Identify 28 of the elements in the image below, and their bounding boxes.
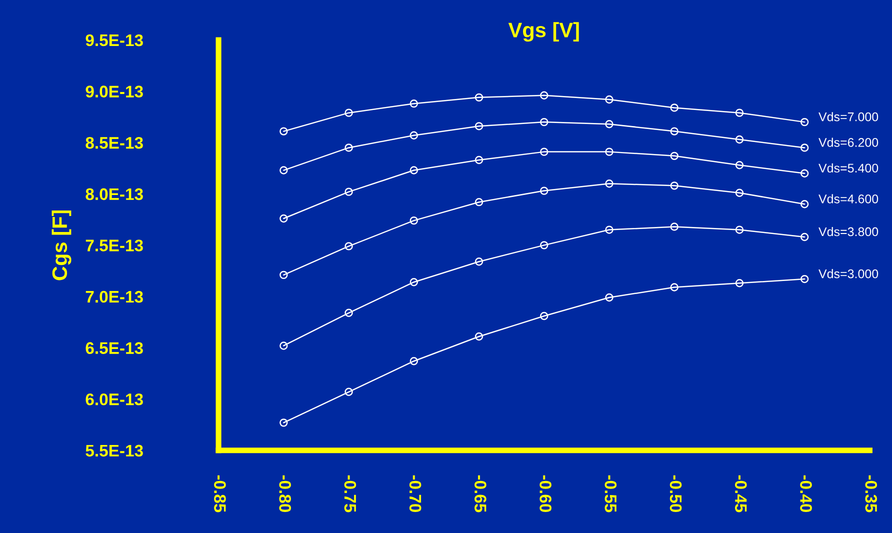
y-tick-label: 6.5E-13 bbox=[86, 342, 143, 354]
x-tick-label: -0.60 bbox=[540, 475, 552, 512]
series-label: Vds=7.000 bbox=[818, 112, 878, 122]
y-tick-label: 8.5E-13 bbox=[86, 136, 143, 149]
x-tick-label: -0.50 bbox=[670, 475, 682, 512]
x-tick-label: -0.80 bbox=[279, 475, 291, 512]
y-axis-title: Cgs [F] bbox=[52, 210, 72, 280]
y-tick-label: 9.0E-13 bbox=[86, 86, 143, 98]
series-label: Vds=4.600 bbox=[818, 194, 878, 204]
x-tick-label: -0.75 bbox=[344, 475, 356, 512]
y-tick-label: 7.5E-13 bbox=[86, 240, 143, 252]
y-tick-label: 6.0E-13 bbox=[86, 393, 143, 406]
y-tick-label: 5.5E-13 bbox=[86, 444, 143, 457]
x-tick-label: -0.35 bbox=[865, 475, 878, 512]
x-axis-title: Vgs [V] bbox=[508, 22, 579, 42]
x-tick-label: -0.85 bbox=[214, 475, 226, 512]
series-label: Vds=3.800 bbox=[818, 226, 878, 236]
x-tick-label: -0.45 bbox=[734, 475, 747, 512]
series-label: Vds=5.400 bbox=[818, 163, 878, 173]
y-tick-label: 7.0E-13 bbox=[86, 290, 143, 303]
series-label: Vds=6.200 bbox=[818, 138, 878, 147]
series-label: Vds=3.000 bbox=[818, 269, 878, 278]
x-tick-label: -0.40 bbox=[800, 475, 812, 512]
x-tick-label: -0.55 bbox=[604, 475, 617, 512]
x-tick-label: -0.70 bbox=[409, 475, 422, 512]
y-tick-label: 8.0E-13 bbox=[86, 188, 143, 200]
x-tick-label: -0.65 bbox=[474, 475, 486, 512]
y-tick-label: 9.5E-13 bbox=[86, 34, 143, 46]
